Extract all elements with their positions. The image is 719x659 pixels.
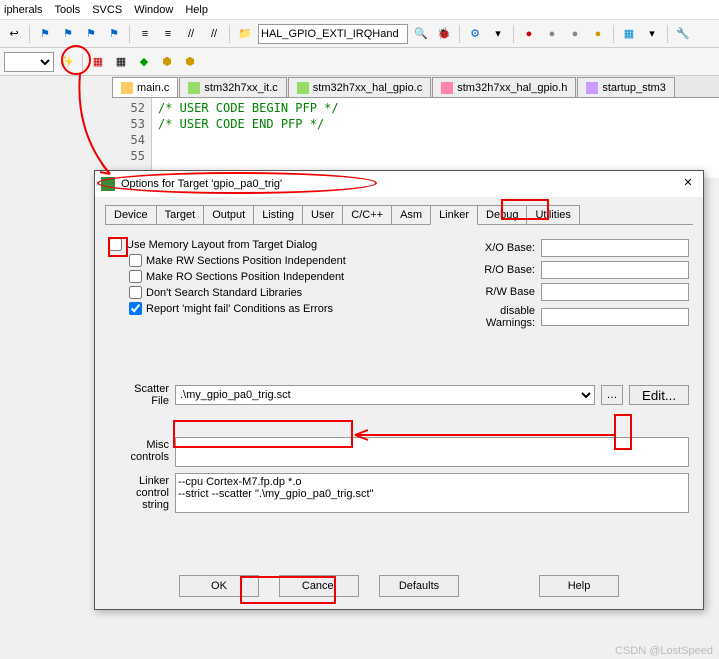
- bookmark-clear-icon[interactable]: ⚑: [104, 24, 124, 44]
- bookmark-prev-icon[interactable]: ⚑: [58, 24, 78, 44]
- code-area[interactable]: /* USER CODE BEGIN PFP */ /* USER CODE E…: [152, 98, 719, 178]
- defaults-button[interactable]: Defaults: [379, 575, 459, 597]
- config-icon[interactable]: ⚙: [465, 24, 485, 44]
- menu-item[interactable]: Window: [134, 4, 173, 16]
- window-icon[interactable]: ▦: [619, 24, 639, 44]
- tab-listing[interactable]: Listing: [253, 205, 303, 224]
- toolbar-build: ✨ ▦ ▦ ◆ ⬢ ⬢: [0, 48, 719, 76]
- chk-nostd[interactable]: [129, 286, 142, 299]
- menu-item[interactable]: Tools: [55, 4, 81, 16]
- tab-stm32-it-c[interactable]: stm32h7xx_it.c: [179, 77, 286, 97]
- menu-item[interactable]: SVCS: [92, 4, 122, 16]
- batch-icon[interactable]: ⬢: [157, 52, 177, 72]
- dropdown2-icon[interactable]: ▾: [642, 24, 662, 44]
- tab-user[interactable]: User: [302, 205, 343, 224]
- cancel-button[interactable]: Cancel: [279, 575, 359, 597]
- dot-gray2-icon[interactable]: ●: [565, 24, 585, 44]
- back-icon[interactable]: ↩: [4, 24, 24, 44]
- rw-base-input[interactable]: [541, 283, 689, 301]
- tab-hal-gpio-c[interactable]: stm32h7xx_hal_gpio.c: [288, 77, 431, 97]
- dialog-title: Options for Target 'gpio_pa0_trig': [121, 178, 679, 190]
- target-combo[interactable]: [4, 52, 54, 72]
- chk-ro-pi[interactable]: [129, 270, 142, 283]
- rebuild-icon[interactable]: ▦: [111, 52, 131, 72]
- close-icon[interactable]: ✕: [679, 175, 697, 193]
- tab-utilities[interactable]: Utilities: [526, 205, 579, 224]
- tab-linker[interactable]: Linker: [430, 205, 478, 225]
- toolbar-main: ↩ ⚑ ⚑ ⚑ ⚑ ≡ ≡ // // 📁 🔍 🐞 ⚙ ▾ ● ● ● ● ▦ …: [0, 20, 719, 48]
- folder-icon[interactable]: 📁: [235, 24, 255, 44]
- lbl-rw-pi: Make RW Sections Position Independent: [146, 255, 346, 267]
- tab-debug[interactable]: Debug: [477, 205, 527, 224]
- misc-label: Misc controls: [109, 437, 169, 467]
- scatter-label: Scatter File: [109, 383, 169, 407]
- indent-icon[interactable]: ≡: [135, 24, 155, 44]
- lbl-xo-base: X/O Base:: [449, 242, 535, 254]
- xo-base-input[interactable]: [541, 239, 689, 257]
- menu-bar: ipherals Tools SVCS Window Help: [0, 0, 719, 20]
- bookmark-icon[interactable]: ⚑: [35, 24, 55, 44]
- dialog-titlebar: Options for Target 'gpio_pa0_trig' ✕: [95, 171, 703, 197]
- tab-ccpp[interactable]: C/C++: [342, 205, 392, 224]
- tab-startup[interactable]: startup_stm3: [577, 77, 675, 97]
- tab-asm[interactable]: Asm: [391, 205, 431, 224]
- chk-might-fail[interactable]: [129, 302, 142, 315]
- tab-output[interactable]: Output: [203, 205, 254, 224]
- symbol-combo[interactable]: [258, 24, 408, 44]
- comment-icon[interactable]: //: [181, 24, 201, 44]
- bookmark-next-icon[interactable]: ⚑: [81, 24, 101, 44]
- browse-button[interactable]: …: [601, 385, 623, 405]
- code-editor[interactable]: 52 53 54 55 /* USER CODE BEGIN PFP */ /*…: [112, 98, 719, 178]
- options-icon[interactable]: ✨: [57, 52, 77, 72]
- line-gutter: 52 53 54 55: [112, 98, 152, 178]
- tab-main-c[interactable]: main.c: [112, 77, 178, 97]
- lbl-nostd: Don't Search Standard Libraries: [146, 287, 302, 299]
- outdent-icon[interactable]: ≡: [158, 24, 178, 44]
- lbl-memory-layout: Use Memory Layout from Target Dialog: [126, 239, 317, 251]
- stop-icon[interactable]: ⬢: [180, 52, 200, 72]
- tab-hal-gpio-h[interactable]: stm32h7xx_hal_gpio.h: [432, 77, 576, 97]
- menu-item[interactable]: ipherals: [4, 4, 43, 16]
- edit-button[interactable]: Edit...: [629, 385, 689, 405]
- tab-target[interactable]: Target: [156, 205, 205, 224]
- dropdown-icon[interactable]: ▾: [488, 24, 508, 44]
- lbl-ro-base: R/O Base:: [449, 264, 535, 276]
- dialog-buttons: OK Cancel Defaults Help: [95, 567, 703, 605]
- ro-base-input[interactable]: [541, 261, 689, 279]
- download-icon[interactable]: ◆: [134, 52, 154, 72]
- menu-item[interactable]: Help: [185, 4, 208, 16]
- misc-controls-input[interactable]: [175, 437, 689, 467]
- linker-control-string: --cpu Cortex-M7.fp.dp *.o --strict --sca…: [175, 473, 689, 513]
- disable-warn-input[interactable]: [541, 308, 689, 326]
- scatter-file-combo[interactable]: .\my_gpio_pa0_trig.sct: [175, 385, 595, 405]
- options-dialog: Options for Target 'gpio_pa0_trig' ✕ Dev…: [94, 170, 704, 610]
- help-button[interactable]: Help: [539, 575, 619, 597]
- dot-yellow-icon[interactable]: ●: [588, 24, 608, 44]
- find-icon[interactable]: 🔍: [411, 24, 431, 44]
- debug-icon[interactable]: 🐞: [434, 24, 454, 44]
- ok-button[interactable]: OK: [179, 575, 259, 597]
- lbl-rw-base: R/W Base: [449, 286, 535, 298]
- lbl-disable-warn: disable Warnings:: [449, 305, 535, 329]
- lbl-might-fail: Report 'might fail' Conditions as Errors: [146, 303, 333, 315]
- editor-tabs: main.c stm32h7xx_it.c stm32h7xx_hal_gpio…: [112, 76, 719, 98]
- linker-string-label: Linker control string: [109, 473, 169, 513]
- chk-rw-pi[interactable]: [129, 254, 142, 267]
- dot-red-icon[interactable]: ●: [519, 24, 539, 44]
- dialog-icon: [101, 177, 115, 191]
- wrench-icon[interactable]: 🔧: [673, 24, 693, 44]
- build-icon[interactable]: ▦: [88, 52, 108, 72]
- chk-memory-layout[interactable]: [109, 238, 122, 251]
- dialog-tabs: Device Target Output Listing User C/C++ …: [105, 203, 693, 225]
- watermark: CSDN @LostSpeed: [615, 645, 713, 657]
- tab-device[interactable]: Device: [105, 205, 157, 224]
- uncomment-icon[interactable]: //: [204, 24, 224, 44]
- lbl-ro-pi: Make RO Sections Position Independent: [146, 271, 344, 283]
- dot-gray-icon[interactable]: ●: [542, 24, 562, 44]
